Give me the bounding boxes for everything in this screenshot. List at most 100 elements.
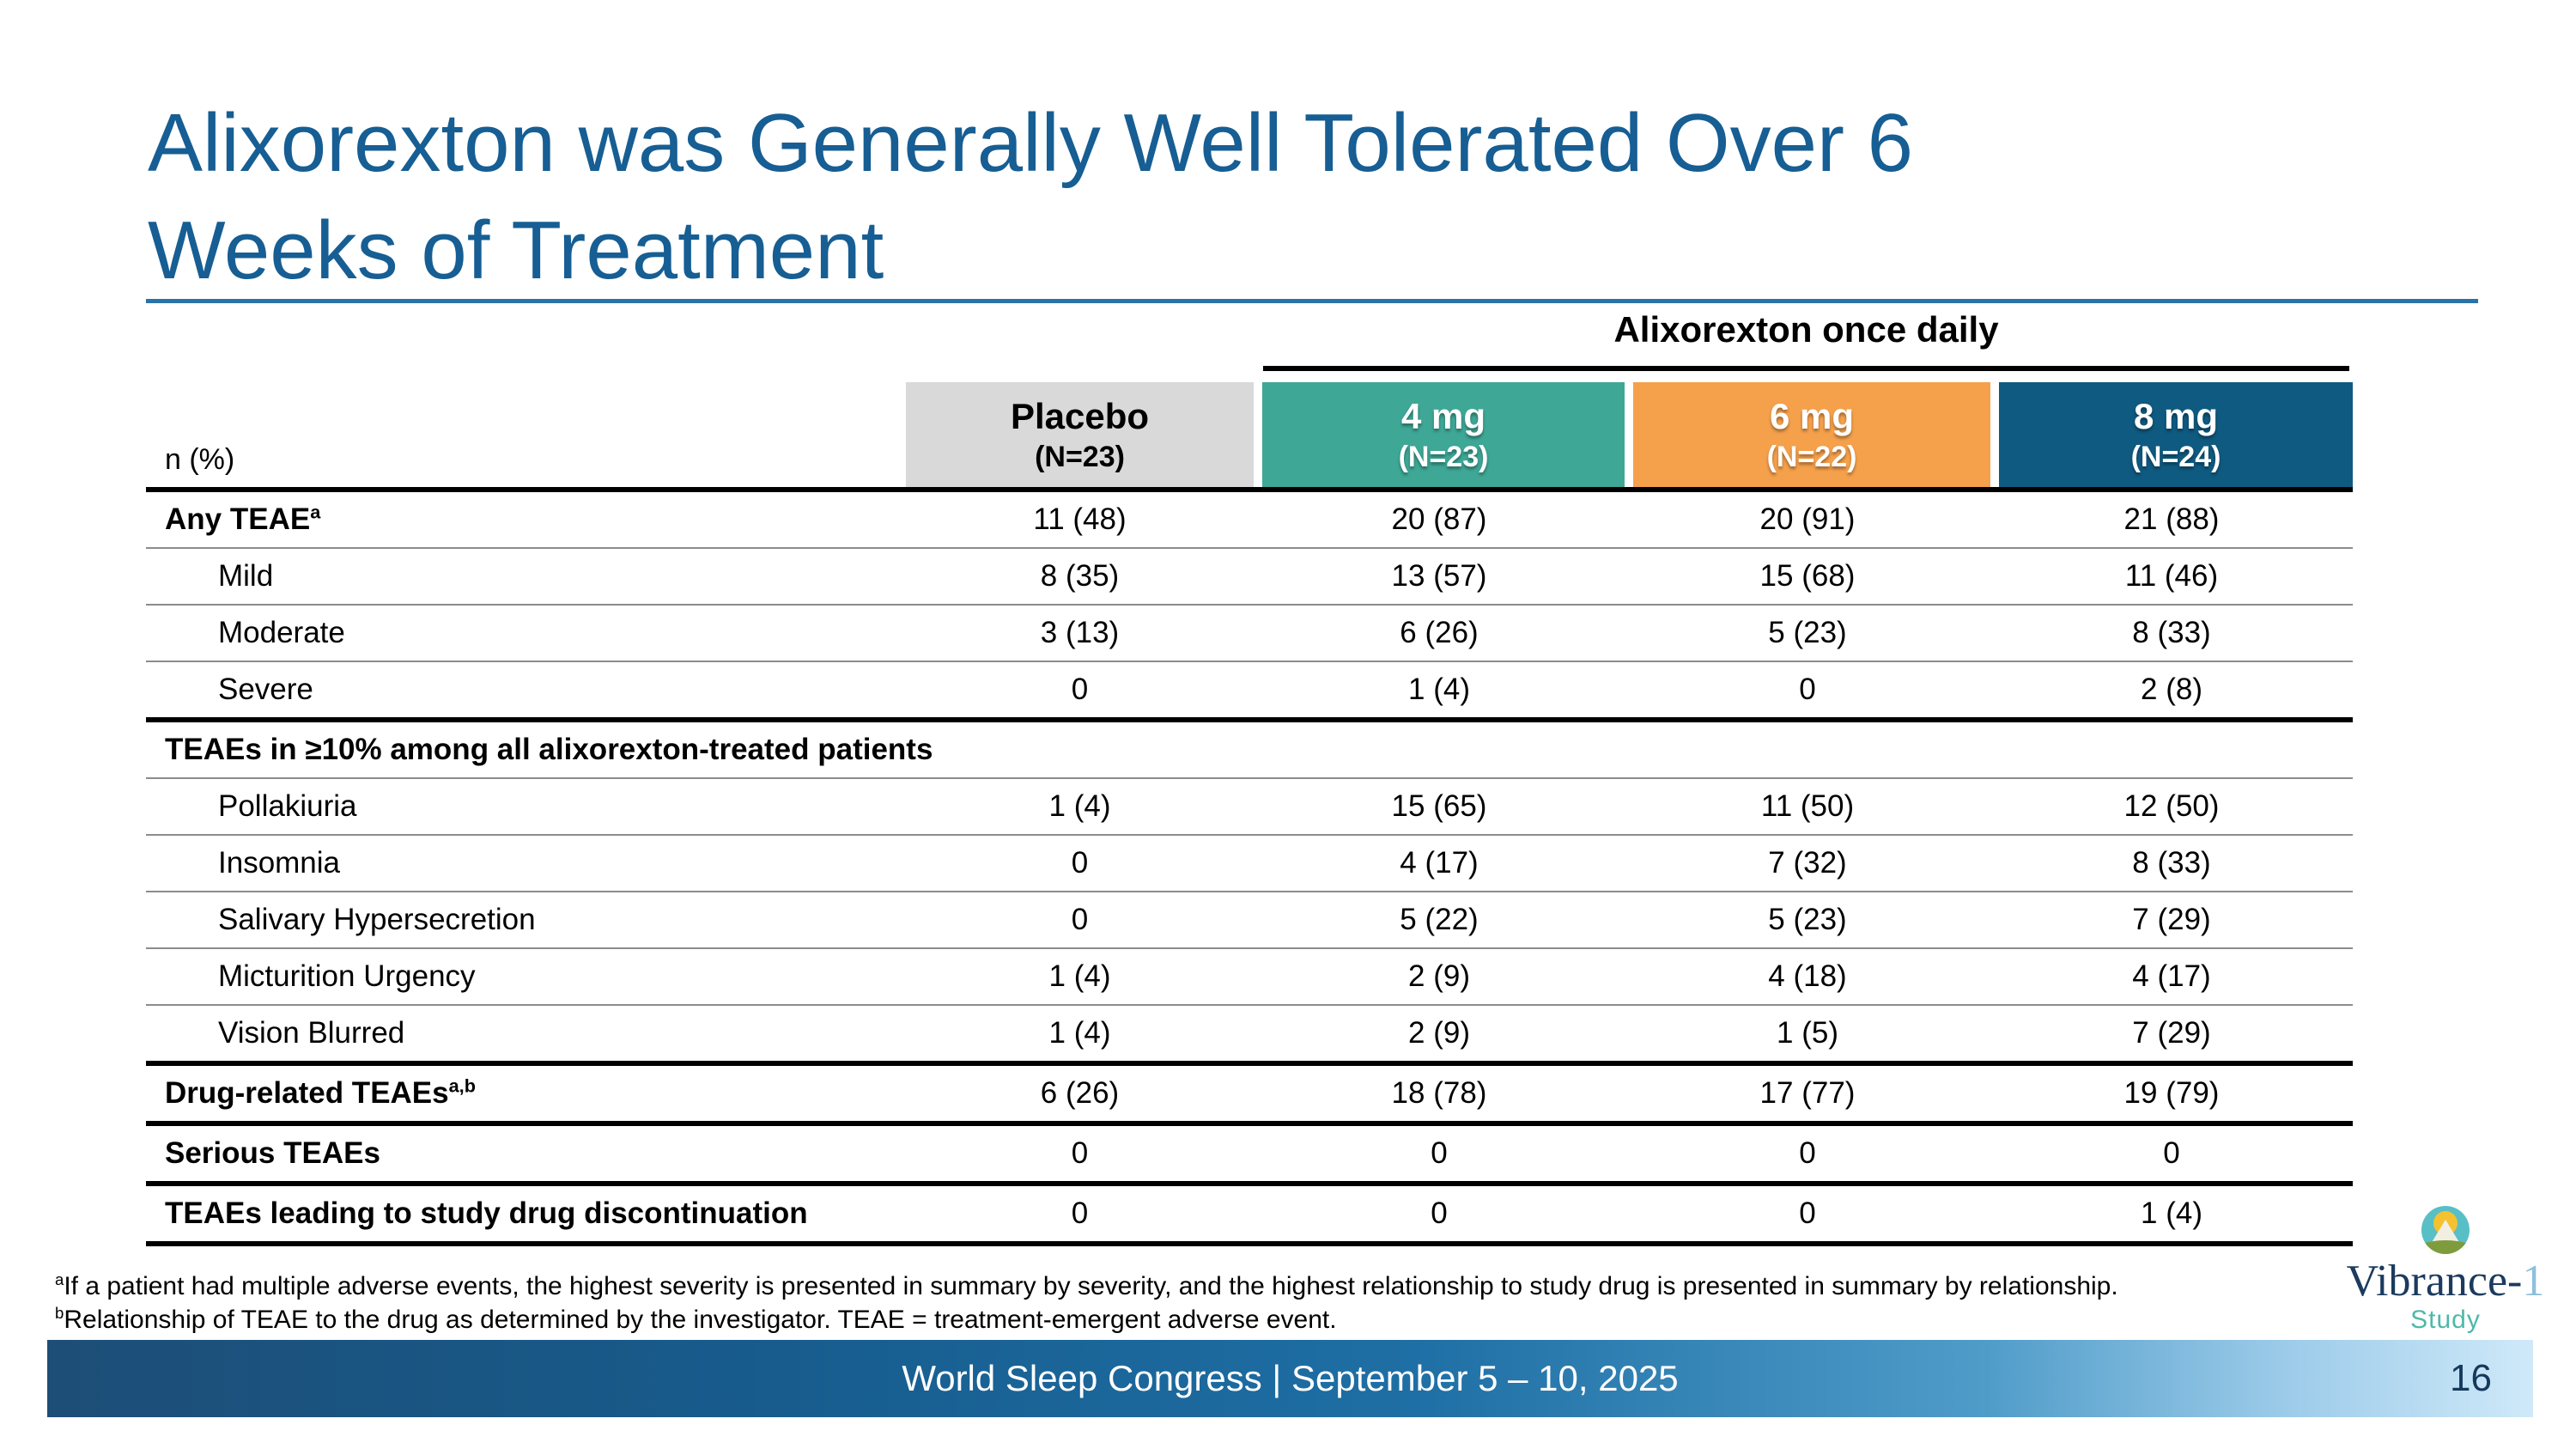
cell-value: 19 (79) xyxy=(2123,1076,2220,1110)
cell-value: 0 xyxy=(1071,1136,1089,1170)
table-row-pollakiuria: Pollakiuria 1 (4) 15 (65) 11 (50) 12 (50… xyxy=(146,779,2353,836)
group-header-rule xyxy=(1263,366,2349,371)
cell-value: 0 xyxy=(1071,673,1089,706)
footer-text: World Sleep Congress | September 5 – 10,… xyxy=(902,1358,1679,1398)
footnote-a: aIf a patient had multiple adverse event… xyxy=(55,1270,2118,1300)
cell-value: 1 (4) xyxy=(1048,789,1111,823)
cell-value: 8 (35) xyxy=(1040,559,1120,593)
cell-value: 11 (46) xyxy=(2124,559,2219,593)
page-number: 16 xyxy=(2450,1357,2492,1399)
cell-value: 0 xyxy=(1071,846,1089,880)
cell-value: 5 (22) xyxy=(1400,903,1479,936)
cell-value: 0 xyxy=(2163,1136,2180,1170)
cell-value: 0 xyxy=(1071,1196,1089,1230)
cell-value: 11 (48) xyxy=(1033,502,1127,536)
slide-title-line1: Alixorexton was Generally Well Tolerated… xyxy=(148,97,1914,189)
cell-value: 2 (9) xyxy=(1408,1016,1470,1050)
table-row-mild: Mild 8 (35) 13 (57) 15 (68) 11 (46) xyxy=(146,549,2353,606)
cell-value: 8 (33) xyxy=(2132,616,2211,649)
hill-shape xyxy=(2421,1240,2470,1254)
section-label: TEAEs in ≥10% among all alixorexton-trea… xyxy=(165,733,933,766)
cell-value: 1 (4) xyxy=(1408,673,1470,706)
logo-subtitle: Study xyxy=(2410,1306,2481,1334)
table-row-serious-teaes: Serious TEAEs 0 0 0 0 xyxy=(146,1126,2353,1186)
cell-value: 2 (9) xyxy=(1408,959,1470,993)
safety-table: n (%) Placebo (N=23) 4 mg (N=23) 6 mg (N… xyxy=(146,382,2353,1246)
cell-value: 5 (23) xyxy=(1768,903,1847,936)
cell-value: 1 (4) xyxy=(1048,1016,1111,1050)
table-body: Any TEAEa 11 (48) 20 (87) 20 (91) 21 (88… xyxy=(146,487,2353,1246)
cell-value: 3 (13) xyxy=(1040,616,1120,649)
table-section-header: TEAEs in ≥10% among all alixorexton-trea… xyxy=(146,722,2353,779)
column-label: 4 mg xyxy=(1400,396,1486,436)
sun-mountain-icon xyxy=(2421,1206,2470,1254)
column-n: (N=24) xyxy=(2130,441,2221,473)
cell-value: 1 (4) xyxy=(2141,1196,2202,1230)
row-label: Any TEAEa xyxy=(165,501,321,536)
cell-value: 21 (88) xyxy=(2123,502,2220,536)
table-row-drug-related-teaes: Drug-related TEAEsa,b 6 (26) 18 (78) 17 … xyxy=(146,1066,2353,1126)
row-label: Vision Blurred xyxy=(218,1016,405,1050)
cell-value: 0 xyxy=(1071,903,1089,936)
column-header-placebo: Placebo (N=23) xyxy=(906,382,1254,487)
cell-value: 6 (26) xyxy=(1040,1076,1120,1110)
table-row-teaes-discontinuation: TEAEs leading to study drug discontinuat… xyxy=(146,1186,2353,1246)
footnotes: aIf a patient had multiple adverse event… xyxy=(55,1269,2305,1336)
cell-value: 0 xyxy=(1799,673,1816,706)
column-header-8mg: 8 mg (N=24) xyxy=(1990,382,2353,487)
footnote-b: bRelationship of TEAE to the drug as det… xyxy=(55,1304,1337,1334)
cell-value: 20 (91) xyxy=(1759,502,1856,536)
table-row-salivary-hypersecretion: Salivary Hypersecretion 0 5 (22) 5 (23) … xyxy=(146,892,2353,949)
cell-value: 7 (32) xyxy=(1768,846,1847,880)
table-row-insomnia: Insomnia 0 4 (17) 7 (32) 8 (33) xyxy=(146,836,2353,892)
cell-value: 11 (50) xyxy=(1760,789,1855,823)
mountain-shape xyxy=(2431,1220,2460,1244)
logo-name: Vibrance-1 xyxy=(2346,1257,2545,1306)
cell-value: 1 (5) xyxy=(1777,1016,1838,1050)
column-label: Placebo xyxy=(1010,396,1150,436)
cell-value: 1 (4) xyxy=(1048,959,1111,993)
row-label: Severe xyxy=(218,673,313,706)
footnote-marker: a,b xyxy=(448,1075,476,1097)
cell-value: 13 (57) xyxy=(1391,559,1487,593)
row-label: Salivary Hypersecretion xyxy=(218,903,536,936)
footnote-marker: a xyxy=(310,501,321,523)
cell-value: 15 (65) xyxy=(1391,789,1487,823)
cell-value: 0 xyxy=(1431,1196,1448,1230)
table-row-severe: Severe 0 1 (4) 0 2 (8) xyxy=(146,662,2353,722)
cell-value: 15 (68) xyxy=(1759,559,1856,593)
cell-value: 7 (29) xyxy=(2132,1016,2211,1050)
vibrance-logo: Vibrance-1 Study xyxy=(2342,1206,2549,1335)
cell-value: 5 (23) xyxy=(1768,616,1847,649)
row-label: Serious TEAEs xyxy=(165,1136,380,1170)
column-n: (N=22) xyxy=(1766,441,1857,473)
cell-value: 17 (77) xyxy=(1759,1076,1856,1110)
column-label: 6 mg xyxy=(1769,396,1855,436)
cell-value: 18 (78) xyxy=(1391,1076,1487,1110)
column-n: (N=23) xyxy=(1035,441,1125,473)
table-row-any-teae: Any TEAEa 11 (48) 20 (87) 20 (91) 21 (88… xyxy=(146,492,2353,549)
cell-value: 7 (29) xyxy=(2132,903,2211,936)
cell-value: 4 (18) xyxy=(1768,959,1847,993)
cell-value: 0 xyxy=(1431,1136,1448,1170)
table-row-micturition-urgency: Micturition Urgency 1 (4) 2 (9) 4 (18) 4… xyxy=(146,949,2353,1006)
cell-value: 8 (33) xyxy=(2132,846,2211,880)
table-header-row: n (%) Placebo (N=23) 4 mg (N=23) 6 mg (N… xyxy=(146,382,2353,487)
group-header: Alixorexton once daily xyxy=(1613,309,1999,350)
row-label: Pollakiuria xyxy=(218,789,357,823)
cell-value: 12 (50) xyxy=(2123,789,2220,823)
column-header-6mg: 6 mg (N=22) xyxy=(1625,382,1990,487)
slide-title-line2: Weeks of Treatment xyxy=(148,204,884,296)
row-label-header: n (%) xyxy=(165,443,235,476)
table-row-vision-blurred: Vision Blurred 1 (4) 2 (9) 1 (5) 7 (29) xyxy=(146,1006,2353,1066)
cell-value: 0 xyxy=(1799,1196,1816,1230)
column-label: 8 mg xyxy=(2133,396,2219,436)
row-label: Micturition Urgency xyxy=(218,959,476,993)
column-n: (N=23) xyxy=(1398,441,1489,473)
cell-value: 20 (87) xyxy=(1391,502,1487,536)
footer-bar: World Sleep Congress | September 5 – 10,… xyxy=(47,1340,2533,1417)
row-label: Moderate xyxy=(218,616,345,649)
row-label: Insomnia xyxy=(218,846,341,880)
cell-value: 0 xyxy=(1799,1136,1816,1170)
row-label: TEAEs leading to study drug discontinuat… xyxy=(165,1196,808,1230)
